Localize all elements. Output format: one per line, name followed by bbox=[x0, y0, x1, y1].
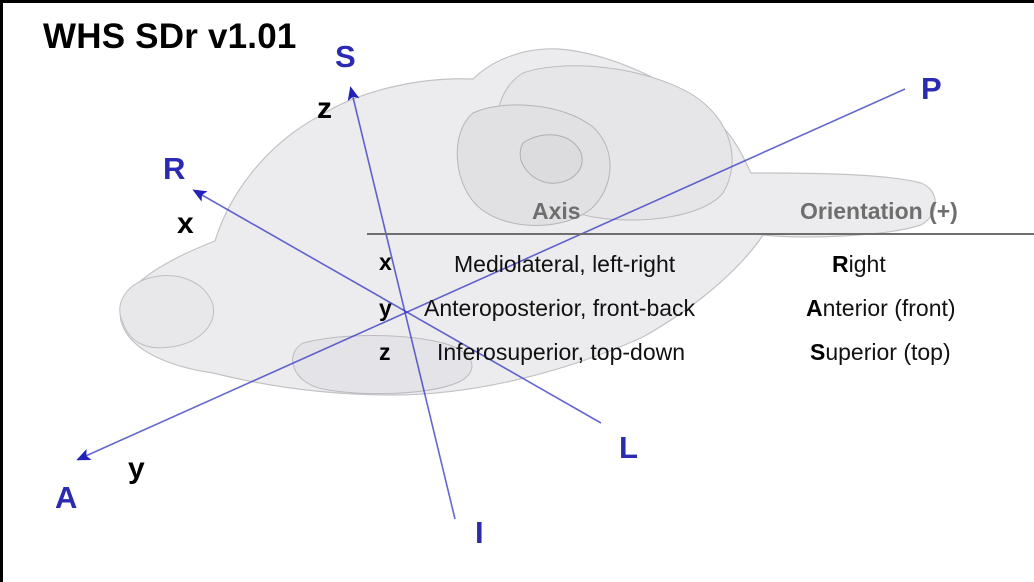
orient-initial: A bbox=[806, 295, 823, 321]
orient-rest: ight bbox=[848, 251, 886, 277]
page-title: WHS SDr v1.01 bbox=[43, 17, 297, 56]
x-axis-line bbox=[192, 189, 602, 424]
orient-rest: uperior (top) bbox=[825, 339, 951, 365]
table-row-var-y: y bbox=[379, 295, 392, 321]
table-row-var-z: z bbox=[379, 339, 391, 365]
table-row-desc-z: Inferosuperior, top-down bbox=[437, 339, 686, 365]
axis-label-p: P bbox=[921, 71, 942, 106]
axis-label-i: I bbox=[475, 515, 484, 550]
axis-label-l: L bbox=[619, 430, 638, 465]
brain-ventral-region bbox=[292, 335, 473, 395]
table-row-orient-x: Right bbox=[832, 251, 886, 278]
axis-var-y: y bbox=[128, 452, 145, 485]
axis-variable-labels: x y z bbox=[128, 92, 332, 485]
table-row-desc-y: Anteroposterior, front-back bbox=[424, 295, 696, 321]
table-header-axis: Axis bbox=[532, 198, 581, 224]
table-row-desc-x: Mediolateral, left-right bbox=[454, 251, 676, 277]
table-row-orient-z: Superior (top) bbox=[810, 339, 951, 366]
axis-var-x: x bbox=[177, 207, 194, 240]
axis-label-s: S bbox=[335, 39, 356, 74]
brain-olfactory-bulb bbox=[119, 275, 215, 349]
y-axis-line bbox=[76, 88, 906, 461]
table-header-orientation: Orientation (+) bbox=[800, 198, 958, 224]
orient-initial: R bbox=[832, 251, 849, 277]
axis-label-r: R bbox=[163, 151, 185, 186]
brain-hippocampus bbox=[519, 134, 583, 184]
brain-volume bbox=[119, 48, 936, 396]
axis-direction-labels: R L A P S I bbox=[55, 39, 942, 550]
table-row-var-x: x bbox=[379, 249, 392, 275]
axes-diagram: R L A P S I x y z bbox=[55, 39, 1034, 550]
table-row-orient-y: Anterior (front) bbox=[806, 295, 956, 322]
axis-label-a: A bbox=[55, 480, 77, 515]
orient-rest: nterior (front) bbox=[822, 295, 956, 321]
z-axis-line bbox=[347, 86, 456, 520]
axis-var-z: z bbox=[317, 92, 332, 125]
axis-lines bbox=[76, 86, 906, 520]
orient-initial: S bbox=[810, 339, 826, 365]
